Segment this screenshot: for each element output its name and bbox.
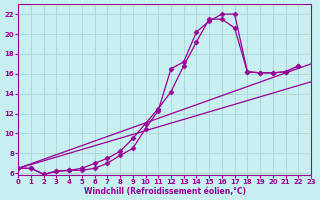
X-axis label: Windchill (Refroidissement éolien,°C): Windchill (Refroidissement éolien,°C) — [84, 187, 246, 196]
